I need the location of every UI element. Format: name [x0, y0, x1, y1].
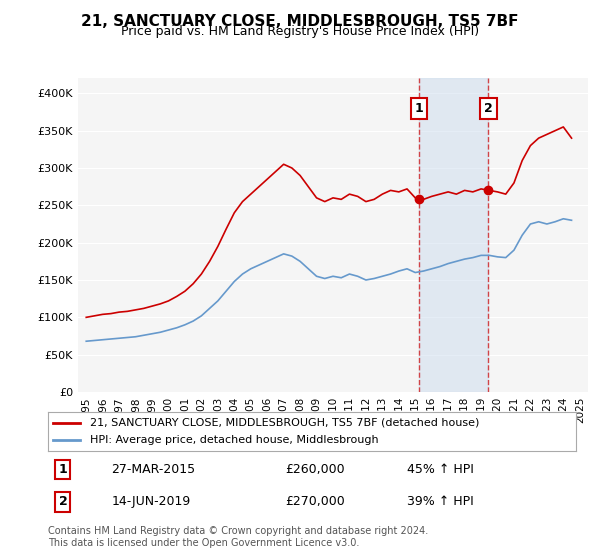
Text: 21, SANCTUARY CLOSE, MIDDLESBROUGH, TS5 7BF: 21, SANCTUARY CLOSE, MIDDLESBROUGH, TS5 …: [81, 14, 519, 29]
Bar: [419, 78, 488, 392]
Text: Contains HM Land Registry data © Crown copyright and database right 2024.
This d: Contains HM Land Registry data © Crown c…: [48, 526, 428, 548]
Text: 39% ↑ HPI: 39% ↑ HPI: [407, 496, 474, 508]
Text: £260,000: £260,000: [286, 463, 345, 476]
Text: 14-JUN-2019: 14-JUN-2019: [112, 496, 191, 508]
Text: £270,000: £270,000: [286, 496, 346, 508]
Text: Price paid vs. HM Land Registry's House Price Index (HPI): Price paid vs. HM Land Registry's House …: [121, 25, 479, 38]
Text: HPI: Average price, detached house, Middlesbrough: HPI: Average price, detached house, Midd…: [90, 435, 379, 445]
Text: 1: 1: [415, 102, 424, 115]
Text: 2: 2: [484, 102, 493, 115]
Text: 1: 1: [59, 463, 67, 476]
Text: 2: 2: [59, 496, 67, 508]
Text: 45% ↑ HPI: 45% ↑ HPI: [407, 463, 474, 476]
Text: 27-MAR-2015: 27-MAR-2015: [112, 463, 196, 476]
Text: 21, SANCTUARY CLOSE, MIDDLESBROUGH, TS5 7BF (detached house): 21, SANCTUARY CLOSE, MIDDLESBROUGH, TS5 …: [90, 418, 479, 428]
